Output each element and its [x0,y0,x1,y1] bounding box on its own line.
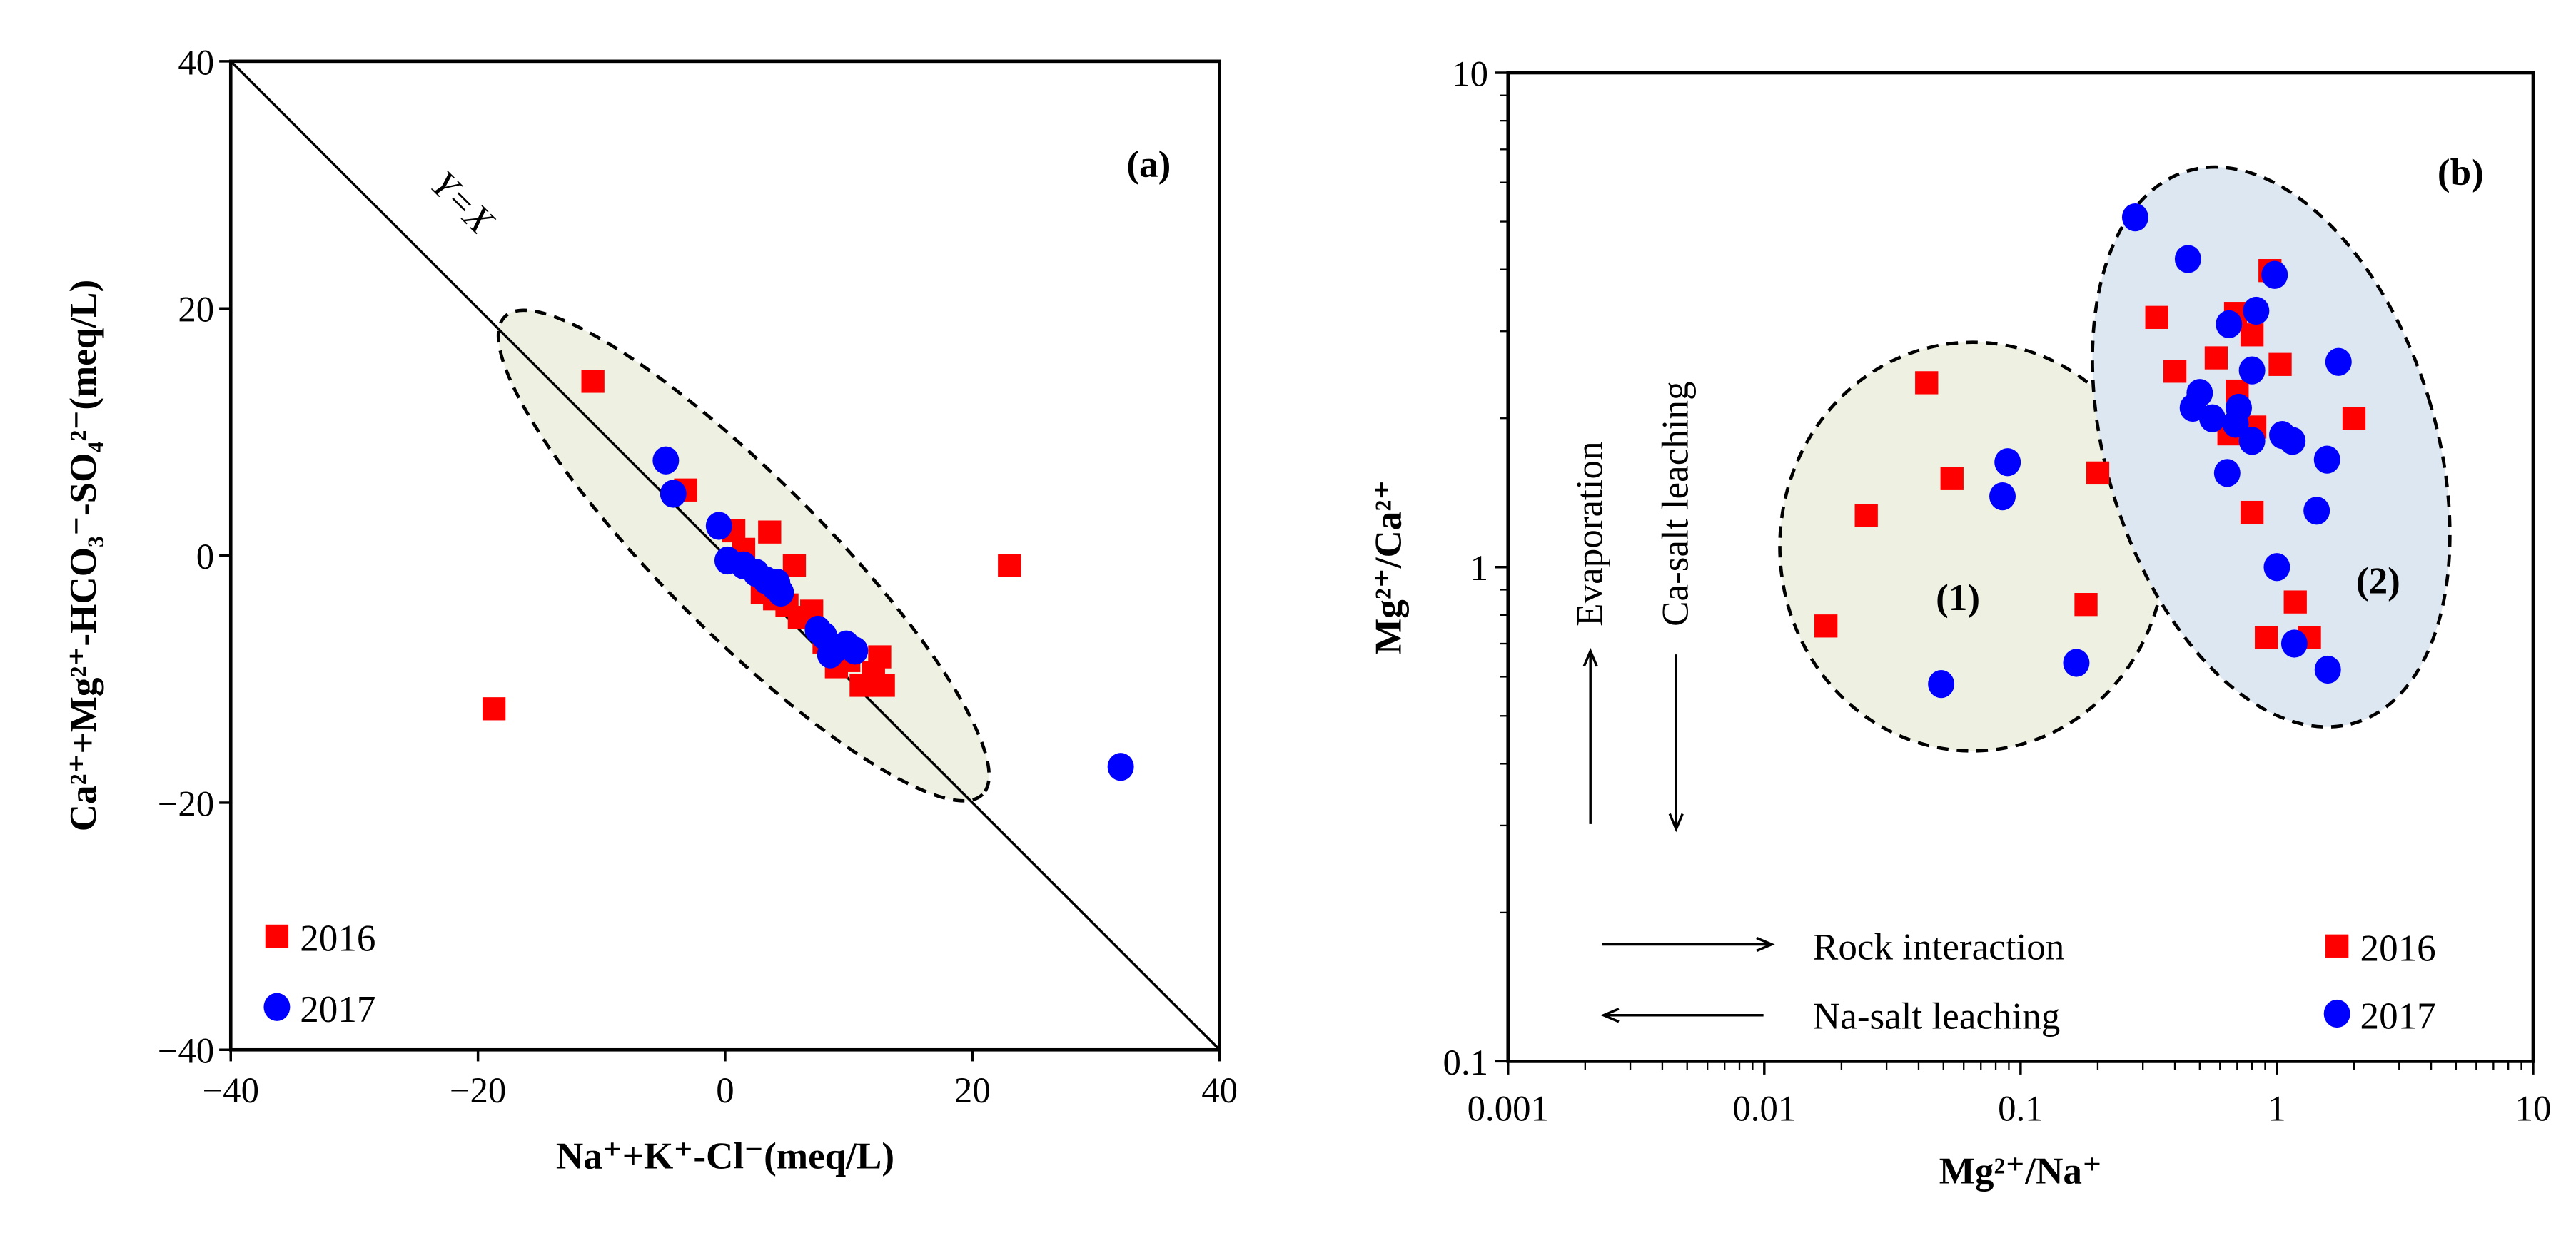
panel-a: Y=X −40−40 −20 −20 0 0 20 20 40 40 Na⁺+K⁺-Cl⁻(meq/… [63,42,1238,1177]
data-point-2016 [2325,934,2349,958]
data-point-2017 [2063,649,2090,677]
x-axis-label: Na⁺+K⁺-Cl⁻(meq/L) [556,1136,894,1177]
data-point-2017 [2121,203,2148,232]
data-point-2016 [2255,626,2278,649]
data-point-2017 [2303,497,2330,525]
y-tick-label: 0 [196,537,214,577]
y-tick-label: 40 [178,42,214,82]
panel-b: 0.001 0.01 0.1 1 10 0.1 1 10 Mg²⁺/Na⁺ Mg²⁺/Ca²⁺ (b… [1368,54,2552,1192]
x-tick-label: 1 [2268,1089,2285,1129]
data-point-2016 [2086,461,2110,485]
legend-label-2017: 2017 [300,989,375,1030]
evaporation-arrowhead-icon [1582,648,1598,667]
rock-interaction-label: Rock interaction [1813,926,2064,968]
y-equals-x-label: Y=X [423,163,502,243]
data-point-2017 [1107,753,1134,781]
legend-label-2016: 2016 [2360,928,2436,970]
data-point-2016 [1940,467,1964,490]
data-point-2017 [2243,296,2270,325]
data-point-2017 [2222,410,2249,438]
panel-label: (b) [2438,152,2484,193]
data-point-2017 [2313,445,2340,474]
data-point-2017 [2263,553,2290,582]
data-point-2016 [2074,593,2098,616]
data-point-2017 [2179,393,2206,422]
data-point-2017 [2213,459,2241,487]
group-ellipse-2 [2091,165,2452,729]
data-point-2017 [2238,356,2266,385]
group-label-2: (2) [2356,561,2400,602]
data-point-2016 [581,370,605,393]
data-point-2017 [2216,310,2243,338]
x-tick-label: 10 [2515,1089,2552,1129]
group-label-1: (1) [1936,577,1980,619]
y-tick-label: −40 [158,1031,214,1071]
ca-salt-leaching-arrowhead-icon [1668,813,1684,833]
x-tick-label: −20 [450,1070,506,1110]
data-point-2017 [1994,448,2021,477]
data-point-2016 [868,645,892,669]
data-point-2017 [764,569,791,597]
y-axis-label: Mg²⁺/Ca²⁺ [1368,480,1410,654]
x-tick-label: −40 [203,1070,259,1110]
data-point-2016 [2268,352,2292,376]
data-point-2016 [1915,371,1939,395]
na-salt-leaching-arrowhead-icon [1600,1008,1620,1023]
ca-salt-leaching-label: Ca-salt leaching [1655,381,1696,626]
data-point-2016 [1814,614,1838,638]
data-point-2017 [2325,347,2352,376]
y-tick-label: 10 [1452,54,1488,93]
na-salt-leaching-label: Na-salt leaching [1813,995,2060,1037]
rock-interaction-arrowhead-icon [1756,936,1775,953]
data-point-2016 [782,554,807,577]
data-point-2017 [2314,655,2341,684]
data-point-2016 [482,697,506,721]
data-point-2016 [2163,360,2187,383]
data-point-2016 [758,520,782,544]
y-axis-label: Ca²⁺+Mg²⁺-HCO₃⁻-SO₄²⁻(meq/L) [63,280,104,831]
data-point-2016 [265,924,289,948]
legend-label-2016: 2016 [300,918,375,960]
x-tick-label: 0.1 [1998,1089,2043,1129]
y-tick-label: −20 [158,783,214,823]
data-point-2016 [2240,500,2264,524]
x-tick-label: 40 [1201,1070,1238,1110]
data-point-2017 [1989,482,2016,511]
data-point-2017 [2323,999,2350,1028]
data-point-2017 [705,512,732,540]
data-point-2016 [1854,504,1878,527]
data-point-2017 [2261,260,2288,289]
data-point-2017 [2199,404,2226,432]
data-point-2017 [2238,427,2266,455]
data-point-2017 [263,993,291,1021]
y-tick-label: 0.1 [1443,1042,1488,1082]
x-tick-label: 0 [716,1070,734,1110]
y-tick-label: 1 [1470,548,1488,588]
data-point-2017 [2280,629,2308,658]
y-tick-label: 20 [178,290,214,330]
x-tick-label: 20 [954,1070,991,1110]
data-point-2017 [652,446,680,475]
data-point-2016 [2204,346,2228,370]
data-point-2017 [842,636,869,665]
data-point-2017 [2174,245,2201,273]
legend-label-2017: 2017 [2360,995,2436,1037]
evaporation-label: Evaporation [1569,441,1610,626]
data-point-2016 [2145,305,2168,329]
data-point-2016 [872,674,895,697]
data-point-2016 [2240,323,2264,347]
data-point-2016 [998,554,1021,577]
x-tick-label: 0.001 [1468,1089,1549,1129]
data-point-2016 [2342,407,2366,430]
panel-label: (a) [1126,143,1171,185]
data-point-2017 [2279,427,2306,455]
x-tick-label: 0.01 [1732,1089,1796,1129]
data-point-2017 [660,480,687,508]
data-point-2017 [1928,669,1955,699]
data-point-2016 [2283,590,2307,614]
x-axis-label: Mg²⁺/Na⁺ [1939,1150,2102,1192]
